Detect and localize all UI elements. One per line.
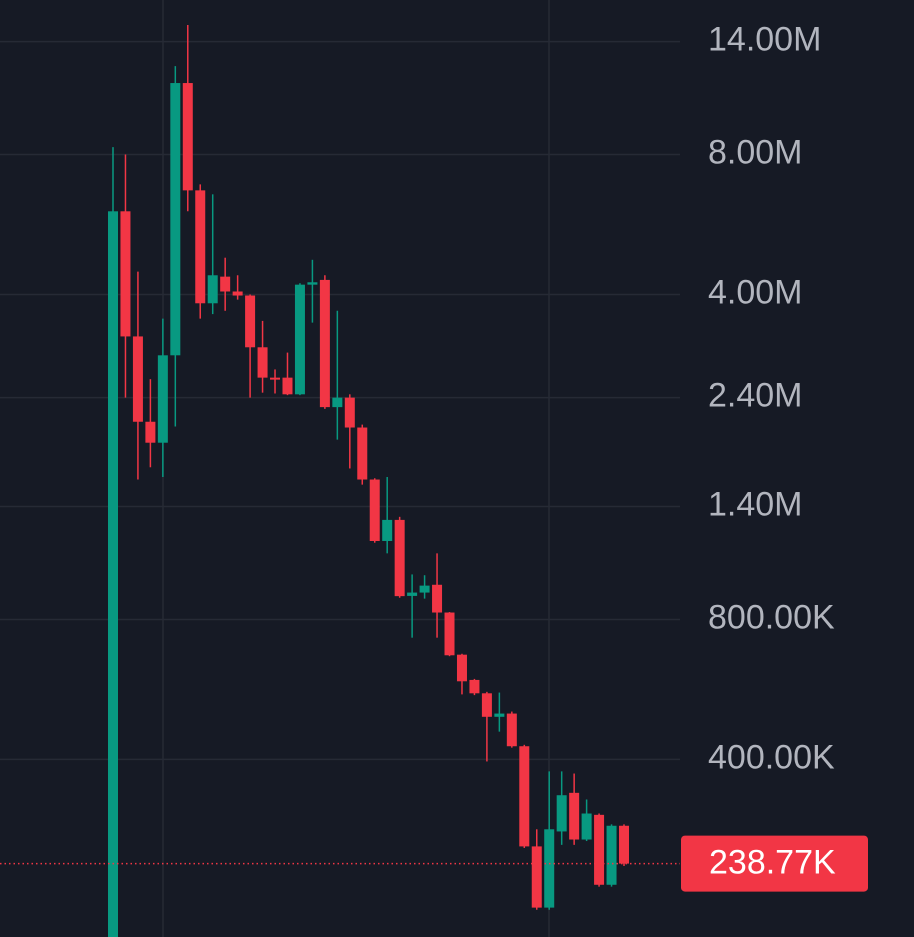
candle-body (544, 829, 555, 908)
candle-body (432, 584, 443, 613)
candle-body (506, 713, 517, 747)
candle-body (606, 825, 617, 885)
candle-body (556, 795, 567, 832)
candle-body (369, 479, 380, 541)
candle-body (581, 813, 592, 840)
candle-body (257, 347, 268, 378)
candle-body (456, 654, 467, 682)
y-axis: 14.00M 8.00M 4.00M 2.40M 1.40M 800.00K 400.00K… (681, 21, 868, 892)
candle-body (294, 284, 305, 395)
y-tick-label: 8.00M (708, 134, 803, 172)
y-tick-label: 800.00K (708, 598, 835, 636)
candle-body (108, 211, 118, 937)
candle-body (207, 275, 218, 304)
candle-body (569, 792, 580, 840)
y-tick-label: 400.00K (708, 738, 835, 776)
candle-body (394, 519, 405, 597)
candle-body (120, 211, 131, 337)
candle-body (245, 295, 256, 348)
y-tick-label: 14.00M (708, 21, 821, 59)
candle-body (132, 336, 143, 422)
candle-body (594, 814, 605, 885)
candle-body (469, 679, 480, 694)
candle-body (619, 825, 629, 864)
last-price-label: 238.77K (709, 844, 836, 882)
candle-body (220, 276, 231, 292)
candle-body (407, 592, 418, 596)
candle-body (232, 291, 243, 296)
candle-body (170, 83, 181, 356)
candle-body (195, 190, 206, 304)
y-tick-label: 4.00M (708, 273, 803, 311)
candle-body (332, 397, 343, 408)
last-price-box (681, 835, 868, 892)
candle-body (519, 746, 530, 847)
candle-body (157, 355, 168, 443)
candle-body (357, 427, 368, 480)
candle-body (282, 377, 293, 395)
candle-body (344, 397, 355, 428)
y-tick-label: 1.40M (708, 485, 803, 523)
candle-body (531, 846, 542, 908)
candle-body (481, 693, 492, 717)
plot-area (0, 24, 680, 937)
candle-body (319, 279, 330, 408)
candle-body (145, 421, 156, 443)
candle-body (182, 83, 193, 191)
candle-body (494, 713, 505, 717)
y-tick-label: 2.40M (708, 377, 803, 415)
candle-body (307, 282, 318, 285)
candle-body (270, 377, 281, 380)
candle-body (382, 519, 393, 541)
candle-body (419, 585, 430, 593)
candle-body (444, 612, 455, 656)
